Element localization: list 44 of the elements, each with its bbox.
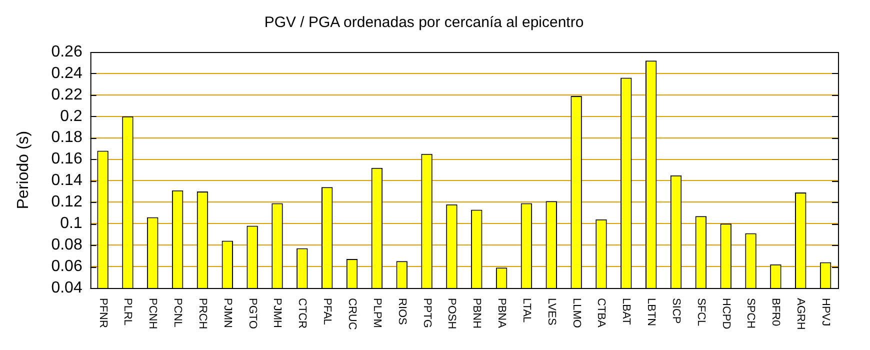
y-tick-label: 0.24: [51, 64, 82, 82]
y-tick-label: 0.08: [51, 236, 82, 254]
y-tick-label: 0.04: [51, 279, 82, 296]
x-tick-label: CRUC: [346, 298, 358, 330]
x-tick-label: CTCR: [296, 298, 308, 329]
x-tick-label: LTAL: [520, 298, 532, 323]
x-tick-label: SPCH: [744, 298, 757, 329]
y-tick-label: 0.06: [51, 258, 82, 275]
y-tick-label: 0.12: [51, 194, 82, 211]
x-tick-label: PJMH: [271, 298, 284, 328]
y-tick-label: 0.14: [51, 172, 82, 190]
x-tick-label: RIOS: [396, 298, 408, 325]
y-axis-title: Periodo (s): [15, 130, 32, 210]
x-tick-label: LBAT: [620, 298, 632, 325]
x-tick-label: PFAL: [321, 298, 334, 325]
y-tick-label: 0.22: [51, 86, 82, 104]
x-tick-label: PLPM: [370, 298, 383, 328]
x-tick-label: PLRL: [122, 298, 134, 326]
x-tick-label: PBNH: [470, 298, 483, 329]
x-tick-label: HPVJ: [820, 298, 832, 326]
x-tick-label: LVES: [545, 298, 558, 326]
x-tick-label: LBTN: [645, 298, 658, 326]
y-tick-label: 0.16: [51, 150, 82, 168]
x-tick-label: AGRH: [794, 298, 807, 330]
y-tick-label: 0.1: [60, 215, 82, 232]
y-tick-label: 0.2: [60, 108, 82, 125]
y-tick-label: 0.18: [51, 129, 82, 146]
chart-title: PGV / PGA ordenadas por cercanía al epicentro: [264, 14, 584, 32]
x-tick-label: PFNR: [96, 298, 109, 328]
x-tick-label: PJMN: [221, 298, 234, 328]
x-tick-label: PBNA: [496, 298, 508, 329]
x-tick-label: LLMO: [570, 298, 582, 328]
x-tick-label: PCNL: [172, 298, 184, 328]
x-tick-label: CTBA: [595, 298, 608, 328]
x-tick-label: SICP: [670, 298, 682, 324]
x-tick-label: PCNH: [146, 298, 159, 330]
x-tick-label: POSH: [446, 298, 458, 330]
x-tick-label: BFR0: [770, 298, 782, 326]
x-tick-label: PPTG: [420, 298, 433, 328]
x-tick-label: HCPD: [720, 298, 732, 330]
x-tick-label: SFCL: [694, 298, 707, 326]
y-tick-label: 0.26: [51, 43, 82, 60]
x-tick-label: PRCH: [196, 298, 208, 330]
x-tick-label: PGTO: [246, 298, 258, 330]
